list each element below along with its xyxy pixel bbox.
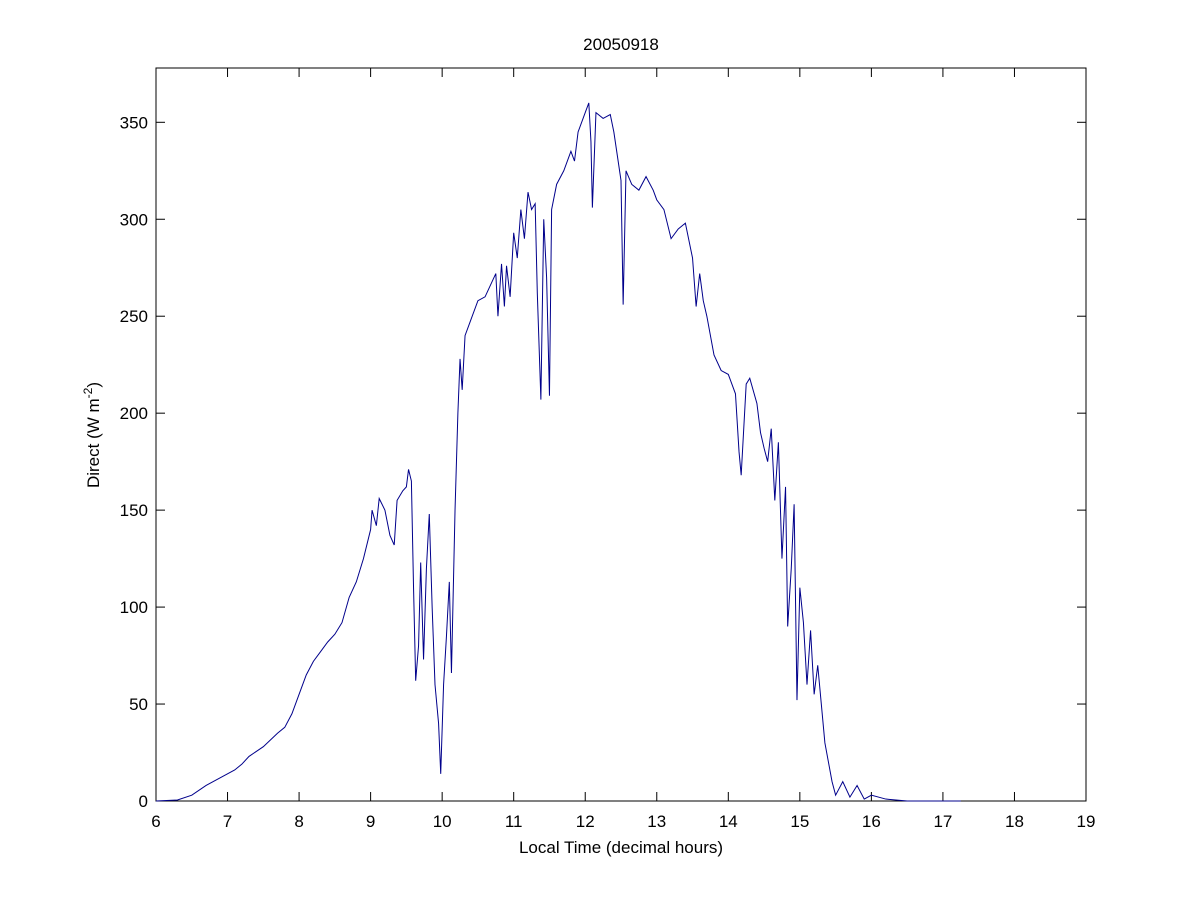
x-tick-label: 12	[576, 812, 595, 831]
y-tick-label: 150	[120, 501, 148, 520]
x-axis-label: Local Time (decimal hours)	[519, 838, 723, 857]
x-tick-label: 14	[719, 812, 738, 831]
x-tick-label: 6	[151, 812, 160, 831]
y-axis-label: Direct (W m-2)	[81, 382, 103, 488]
y-axis-label-superscript: -2	[81, 387, 95, 398]
x-tick-label: 7	[223, 812, 232, 831]
x-tick-label: 15	[790, 812, 809, 831]
y-axis-label-text: Direct (W m	[84, 398, 103, 488]
x-tick-label: 8	[294, 812, 303, 831]
x-tick-label: 19	[1077, 812, 1096, 831]
x-tick-label: 11	[505, 812, 523, 831]
y-tick-label: 0	[139, 792, 148, 811]
x-tick-label: 17	[933, 812, 952, 831]
data-line	[155, 102, 961, 802]
y-tick-label: 200	[120, 404, 148, 423]
y-tick-label: 250	[120, 307, 148, 326]
y-tick-label: 100	[120, 598, 148, 617]
y-axis-label-suffix: )	[84, 382, 103, 388]
x-tick-label: 10	[433, 812, 452, 831]
x-tick-label: 9	[366, 812, 375, 831]
x-tick-label: 13	[647, 812, 666, 831]
y-tick-label: 350	[120, 113, 148, 132]
plot-frame	[155, 67, 1087, 802]
y-tick-label: 50	[129, 695, 148, 714]
x-tick-label: 18	[1005, 812, 1024, 831]
y-tick-label: 300	[120, 210, 148, 229]
x-tick-label: 16	[862, 812, 881, 831]
chart-title: 20050918	[583, 35, 659, 54]
